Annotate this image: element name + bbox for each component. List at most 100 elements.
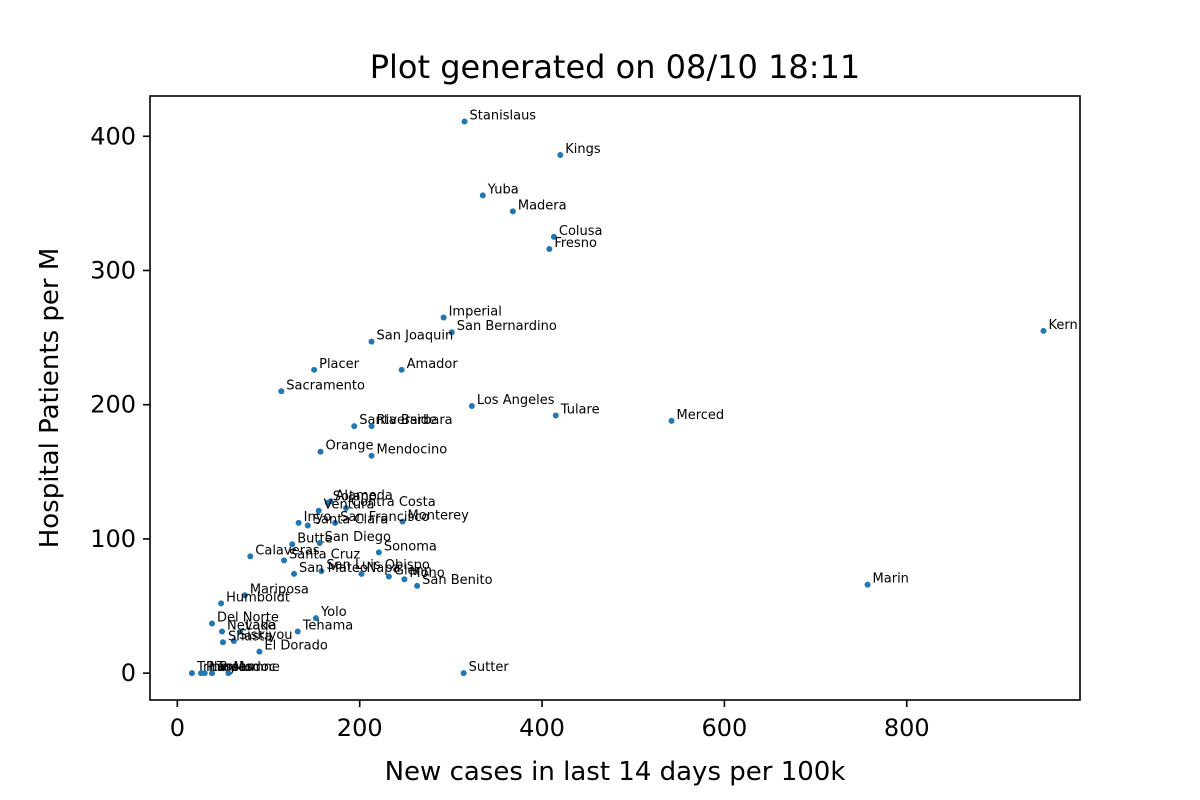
plot-area-frame [149,95,1081,701]
data-point-label: Mendocino [377,443,448,458]
data-point [218,600,225,607]
data-point [315,507,322,514]
data-point-label: Sacramento [286,378,365,393]
data-point-label: Glenn [394,564,432,579]
data-point [368,338,375,345]
data-point [864,581,871,588]
data-point [468,403,475,410]
data-point-label: Imperial [449,304,502,319]
data-point [219,628,226,635]
data-point-label: San Francisco [340,510,429,525]
data-point-label: Sonoma [384,539,437,554]
x-axis: 0 200 400 600 800 [170,700,930,742]
data-point-label: Lake [245,619,275,634]
data-point [414,582,421,589]
data-point-label: Mono [409,566,444,581]
data-point [225,670,232,677]
data-point [375,549,382,556]
data-point-label: Marin [873,572,909,587]
data-point [552,412,559,419]
data-point-label: Santa Barbara [359,413,452,428]
data-point-label: Sutter [469,660,510,675]
x-tick-label: 400 [519,714,565,742]
data-point-label: Solano [333,490,377,505]
y-tick-label: 0 [121,659,136,687]
y-tick-label: 300 [90,256,136,284]
data-point-label: Amador [407,357,459,372]
data-point-label: Placer [319,357,360,372]
data-point-label: San Joaquin [377,329,454,344]
data-point-label: Madera [518,198,567,213]
data-point [1040,327,1047,334]
y-tick-label: 400 [90,122,136,150]
data-point [401,576,408,583]
data-point [358,570,365,577]
data-point-label: Merced [677,408,725,423]
data-point [278,388,285,395]
data-point [343,505,350,512]
data-point [385,573,392,580]
data-point [294,628,301,635]
data-point-label: Monterey [408,508,470,523]
data-point [399,518,406,525]
data-point-label: Kings [565,142,601,157]
chart-title: Plot generated on 08/10 18:11 [370,48,861,86]
data-point [557,152,564,159]
data-point-label: Mariposa [250,582,309,597]
data-point [479,192,486,199]
y-axis: 0 100 200 300 400 [90,122,150,687]
data-point-label: Fresno [554,236,597,251]
data-point [509,208,516,215]
data-point [461,118,468,125]
data-point [398,366,405,373]
data-point [289,541,296,548]
data-point-label: Tehama [302,619,354,634]
data-point [201,670,208,677]
data-point [368,452,375,459]
data-point [304,522,311,529]
data-point [188,670,195,677]
data-point-label: Los Angeles [477,393,555,408]
data-point [317,448,324,455]
data-point [368,423,375,430]
data-point [209,620,215,627]
data-point-label: San Mateo [299,561,368,576]
data-point-label: Shasta [228,629,272,644]
x-axis-label: New cases in last 14 days per 100k [385,757,846,787]
data-point [237,628,244,635]
data-point [550,233,557,240]
data-point-label: Butte [297,531,332,546]
data-point-label: Yolo [320,605,347,620]
data-point-label: Siskiyou [239,628,293,643]
data-point-label: Plumas [206,660,253,675]
y-axis-label: Hospital Patients per M [35,248,65,549]
data-point-label: El Dorado [264,639,327,654]
data-point-label: Lassen [210,660,255,675]
data-point-label: Kern [1049,318,1078,333]
x-tick-label: 0 [170,714,185,742]
data-point [316,539,323,546]
data-point-label: Del Norte [217,610,279,625]
data-point-label: San Luis Obispo [326,558,429,573]
data-point [219,639,226,646]
x-tick-label: 800 [884,714,930,742]
data-point-label: San Benito [422,573,492,588]
data-point [312,615,319,622]
data-point-label: Tulare [560,402,600,417]
data-point-label: Ventura [324,498,375,513]
data-point [668,417,675,424]
data-point-label: Napa [367,561,401,576]
data-point-label: Orange [326,439,374,454]
data-point-label: Santa Cruz [289,547,360,562]
data-point-label: San Bernardino [457,319,557,334]
data-point [291,570,298,577]
data-point [332,519,339,526]
data-point-label: Yuba [487,182,519,197]
data-point [281,557,288,564]
data-point [256,648,263,655]
data-point [440,314,447,321]
data-point-label: Calaveras [255,543,320,558]
x-tick-label: 200 [337,714,383,742]
